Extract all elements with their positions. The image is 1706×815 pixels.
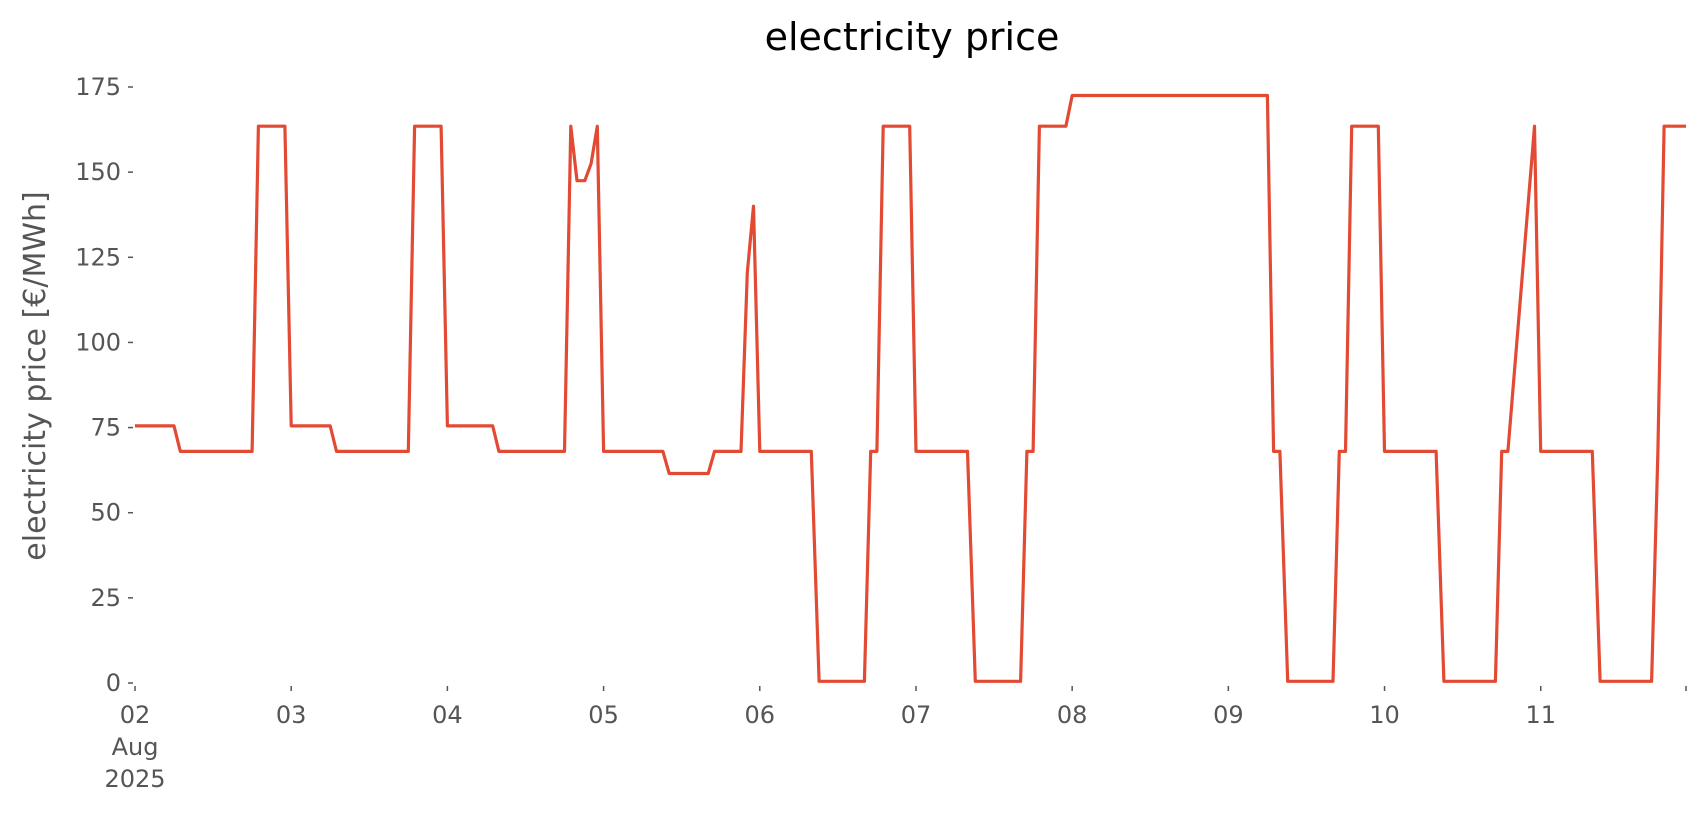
x-tick-label: 06 — [745, 701, 776, 729]
x-tick-label: 08 — [1057, 701, 1088, 729]
x-tick-sublabel: Aug — [112, 733, 159, 761]
y-tick-label: 0 — [106, 669, 121, 697]
series-layer — [135, 93, 1686, 683]
x-tick-label: 10 — [1369, 701, 1400, 729]
x-tick-label: 02 — [120, 701, 151, 729]
x-tick-label: 05 — [588, 701, 619, 729]
y-tick-label: 50 — [90, 499, 121, 527]
x-tick-label: 09 — [1213, 701, 1244, 729]
chart-title: electricity price — [765, 15, 1060, 59]
x-tick-label: 04 — [432, 701, 463, 729]
series-line — [135, 93, 1686, 683]
x-axis: 02 Aug 2025 03 04 05 06 07 08 09 10 11 — [104, 686, 1687, 793]
x-tick-sublabel: 2025 — [104, 765, 165, 793]
x-tick-label: 03 — [276, 701, 307, 729]
x-tick-label: 11 — [1525, 701, 1556, 729]
y-tick-label: 100 — [75, 328, 121, 356]
y-tick-label: 75 — [90, 414, 121, 442]
y-tick-label: 150 — [75, 158, 121, 186]
y-axis: 0 25 50 75 100 125 150 175 — [75, 73, 133, 697]
y-tick-label: 125 — [75, 243, 121, 271]
x-tick-label: 07 — [901, 701, 932, 729]
y-tick-label: 175 — [75, 73, 121, 101]
y-axis-title: electricity price [€/MWh] — [18, 191, 53, 560]
y-tick-label: 25 — [90, 584, 121, 612]
